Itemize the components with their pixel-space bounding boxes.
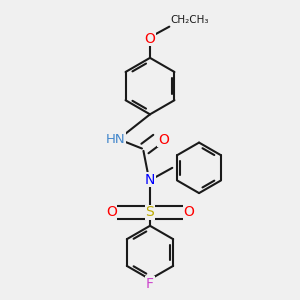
Text: S: S <box>146 206 154 219</box>
Text: O: O <box>145 32 155 46</box>
Text: F: F <box>146 277 154 291</box>
Text: N: N <box>145 173 155 187</box>
Text: O: O <box>106 206 117 219</box>
Text: O: O <box>183 206 194 219</box>
Text: O: O <box>158 133 169 147</box>
Text: HN: HN <box>106 133 126 146</box>
Text: CH₂CH₃: CH₂CH₃ <box>171 15 209 25</box>
